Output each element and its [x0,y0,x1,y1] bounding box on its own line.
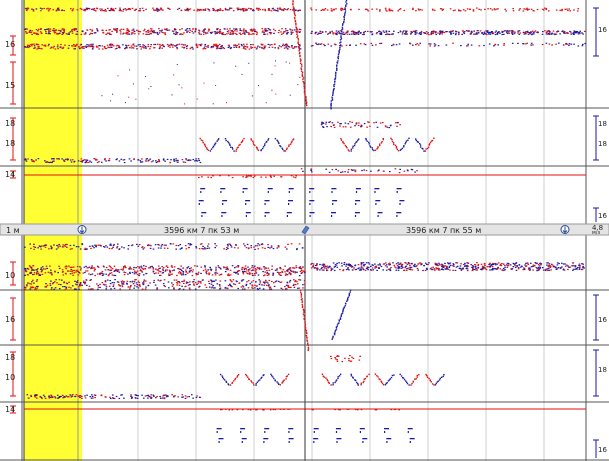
signal-points [24,0,586,443]
right-axis-markers [593,7,599,458]
left-label-bottom-3: 18 [5,353,16,362]
left-label-top-2: 15 [5,81,16,90]
left-label-top-4: 18 [5,139,16,148]
km-position-left: 3596 км 7 пк 53 м [164,226,240,235]
speed-unit: м/з [592,230,601,236]
left-label-top-5: 14 [5,170,16,179]
pencil-icon[interactable] [301,225,310,235]
km-position-right: 3596 км 7 пк 55 м [406,226,482,235]
left-axis-markers [10,35,16,414]
nav-handle-right[interactable] [560,225,570,234]
right-label-bottom-3: 16 [598,446,607,454]
scale-unit-label: 1 м [6,226,20,235]
highlight-zone-top [24,0,82,224]
left-label-top-3: 18 [5,119,16,128]
right-label-top-2: 18 [598,120,607,128]
left-label-bottom-4: 10 [5,373,16,382]
left-label-bottom-5: 14 [5,405,16,414]
right-label-top-1: 16 [598,26,607,34]
left-label-bottom-1: 10 [5,271,16,280]
left-label-bottom-2: 16 [5,315,16,324]
speed-value: 4.8 [592,224,604,232]
right-label-top-3: 18 [598,140,607,148]
left-label-top-1: 16 [5,40,16,49]
nav-handle-left[interactable] [77,225,87,234]
right-label-top-4: 16 [598,212,607,220]
right-label-bottom-1: 16 [598,316,607,324]
right-label-bottom-2: 18 [598,366,607,374]
